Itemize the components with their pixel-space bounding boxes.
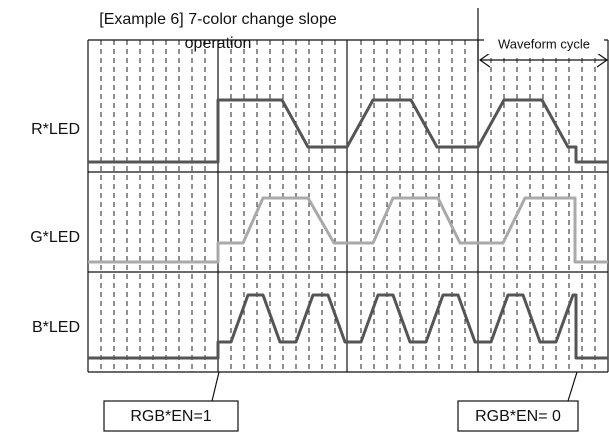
- leader-line: [211, 371, 220, 402]
- callout-text: RGB*EN=1: [130, 408, 211, 425]
- cycle-label: Waveform cycle: [498, 36, 590, 51]
- arrow-head: [596, 52, 609, 68]
- callout-box: [457, 400, 579, 432]
- row-label: B*LED: [32, 319, 80, 336]
- row-label: G*LED: [30, 229, 80, 246]
- waveform: [88, 196, 608, 264]
- callout-box: [103, 400, 239, 432]
- arrow-head: [478, 52, 491, 68]
- waveform: [88, 98, 608, 164]
- row-label: R*LED: [31, 121, 80, 138]
- waveforms: [88, 98, 608, 360]
- title-line: [Example 6] 7-color change slope: [99, 11, 337, 28]
- callout-text: RGB*EN= 0: [475, 408, 561, 425]
- leader-line: [567, 371, 578, 402]
- label-bg: [484, 36, 604, 54]
- title-line: operation: [185, 35, 252, 52]
- grid: [87, 39, 609, 373]
- waveform: [88, 293, 608, 360]
